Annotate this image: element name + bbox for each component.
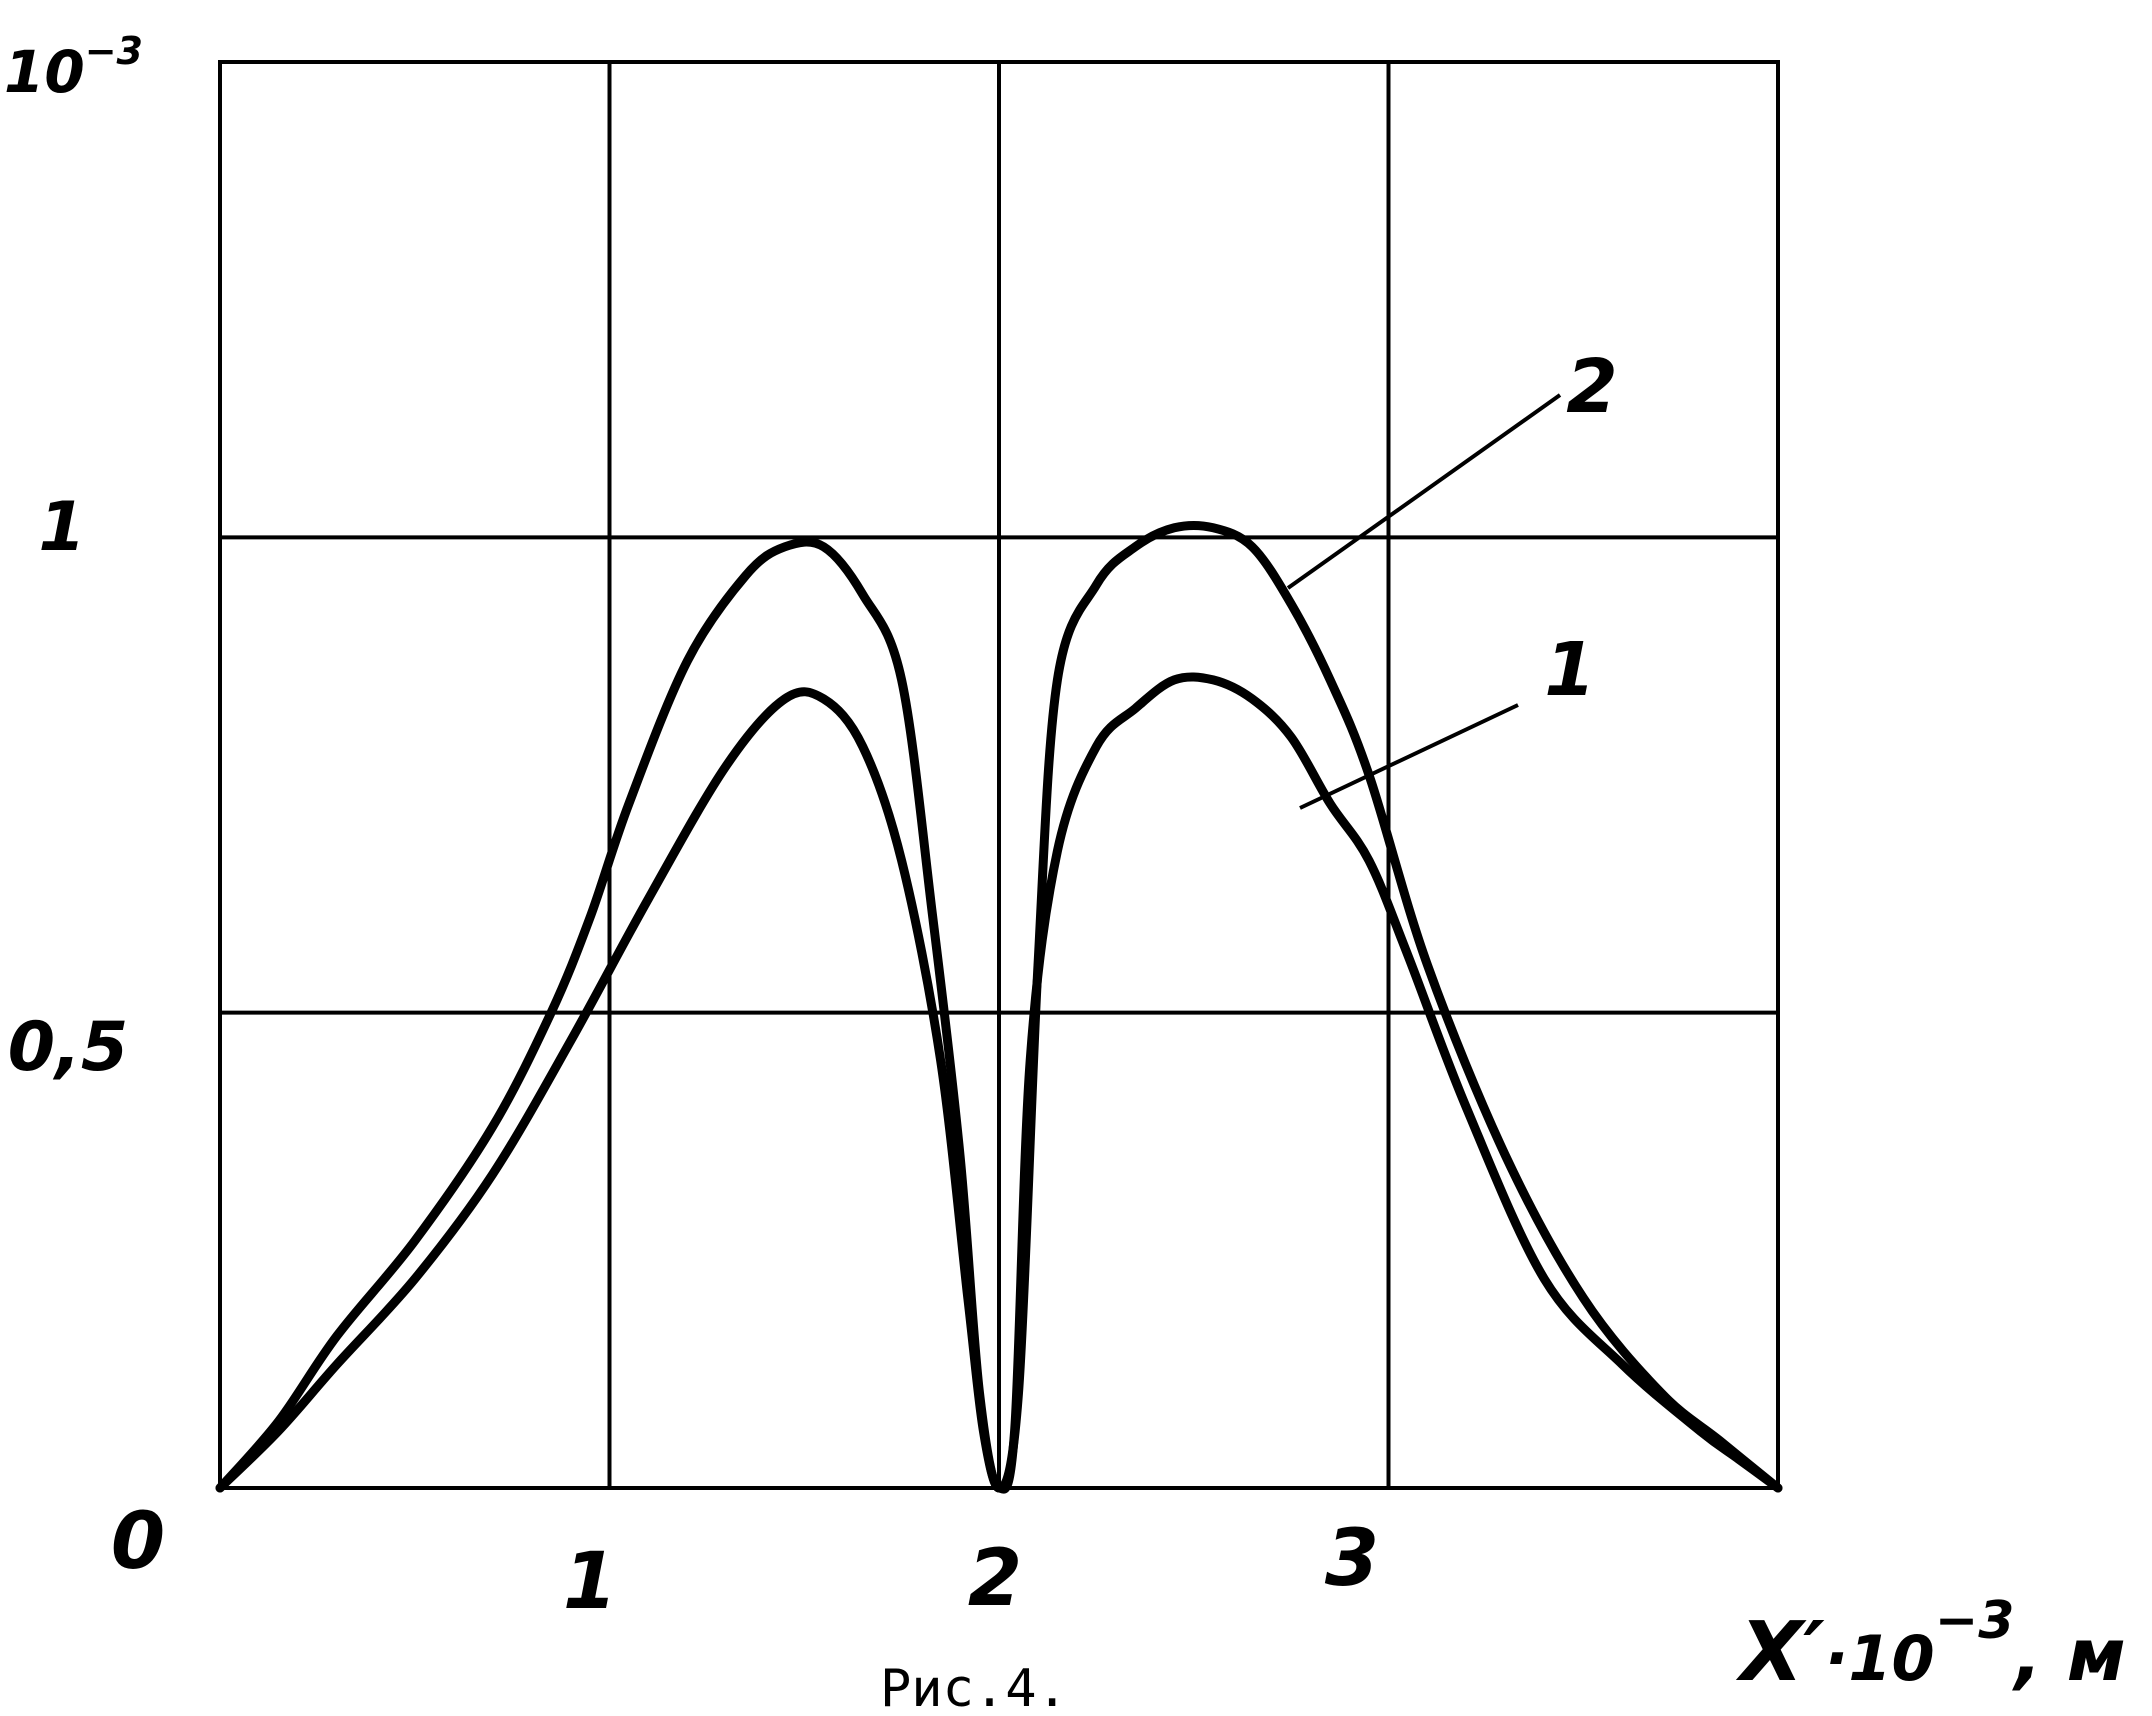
y-axis-label-exponent: −3 — [85, 29, 143, 73]
x-tick-label: 1 — [563, 1537, 617, 1627]
series-line-2 — [215, 520, 1783, 1493]
series-layer — [215, 520, 1783, 1494]
y-tick-label: 1 — [38, 488, 85, 567]
x-tick-label: 3 — [1325, 1514, 1379, 1604]
figure-caption: Рис.4. — [880, 1659, 1068, 1716]
annotation-leader-1 — [1299, 703, 1519, 810]
annotation-label-2: 2 — [1566, 344, 1618, 430]
x-tick-label: 0 — [111, 1497, 165, 1587]
x-axis-label-multiplier: ·10 — [1825, 1622, 1935, 1695]
x-axis-label-prime: ′ — [1803, 1605, 1825, 1700]
x-axis-label: X′·10−3, м — [1735, 1591, 2126, 1700]
annotation-leader-2 — [1286, 393, 1562, 590]
x-axis-label-base: X — [1735, 1605, 1807, 1700]
y-tick-label: 0,5 — [8, 1008, 128, 1087]
x-tick-label: 2 — [968, 1534, 1022, 1624]
y-axis-label: 10−3 — [4, 29, 143, 106]
x-axis-label-exponent: −3 — [1935, 1591, 2015, 1651]
y-axis-label-base: 10 — [4, 38, 85, 106]
annotation-label-1: 1 — [1544, 627, 1596, 713]
x-axis-label-unit: , м — [2011, 1613, 2125, 1697]
